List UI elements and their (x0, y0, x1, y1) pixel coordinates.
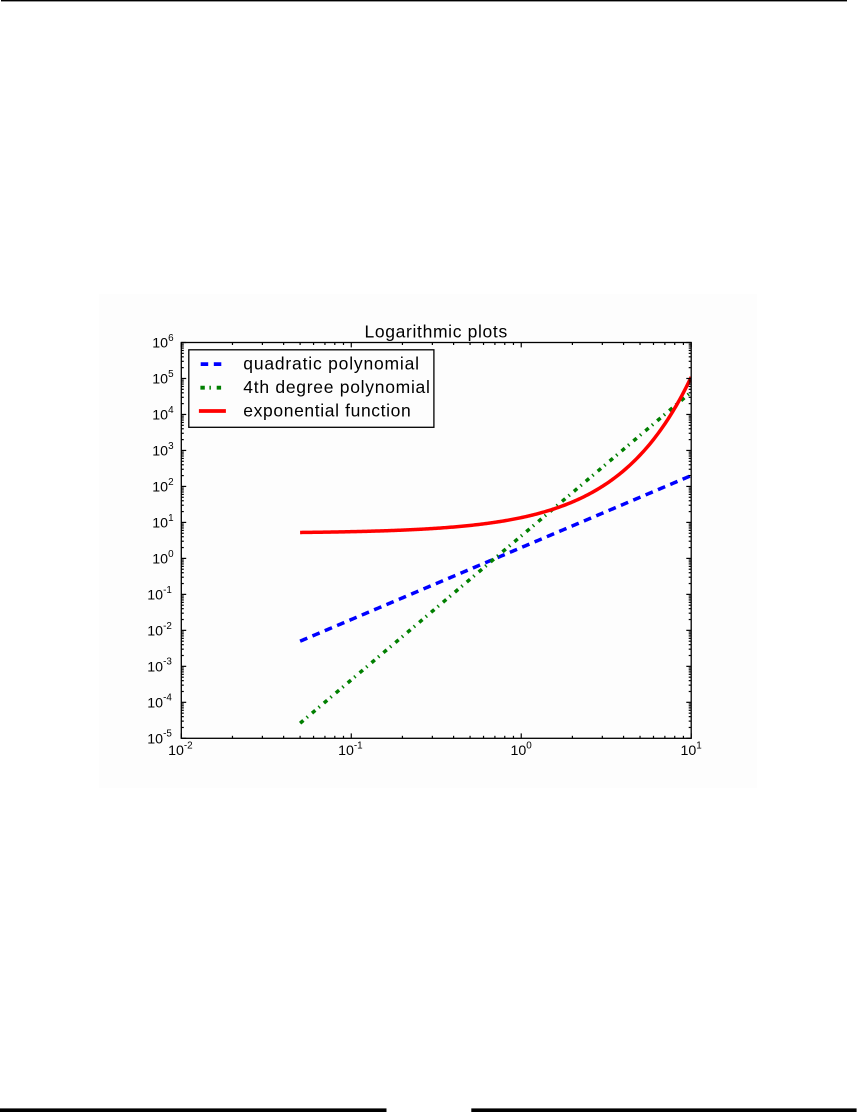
svg-text:Logarithmic plots: Logarithmic plots (365, 321, 508, 341)
svg-text:quadratic polynomial: quadratic polynomial (243, 354, 420, 374)
svg-text:exponential function: exponential function (243, 400, 411, 420)
svg-text:4th degree polynomial: 4th degree polynomial (243, 377, 430, 397)
